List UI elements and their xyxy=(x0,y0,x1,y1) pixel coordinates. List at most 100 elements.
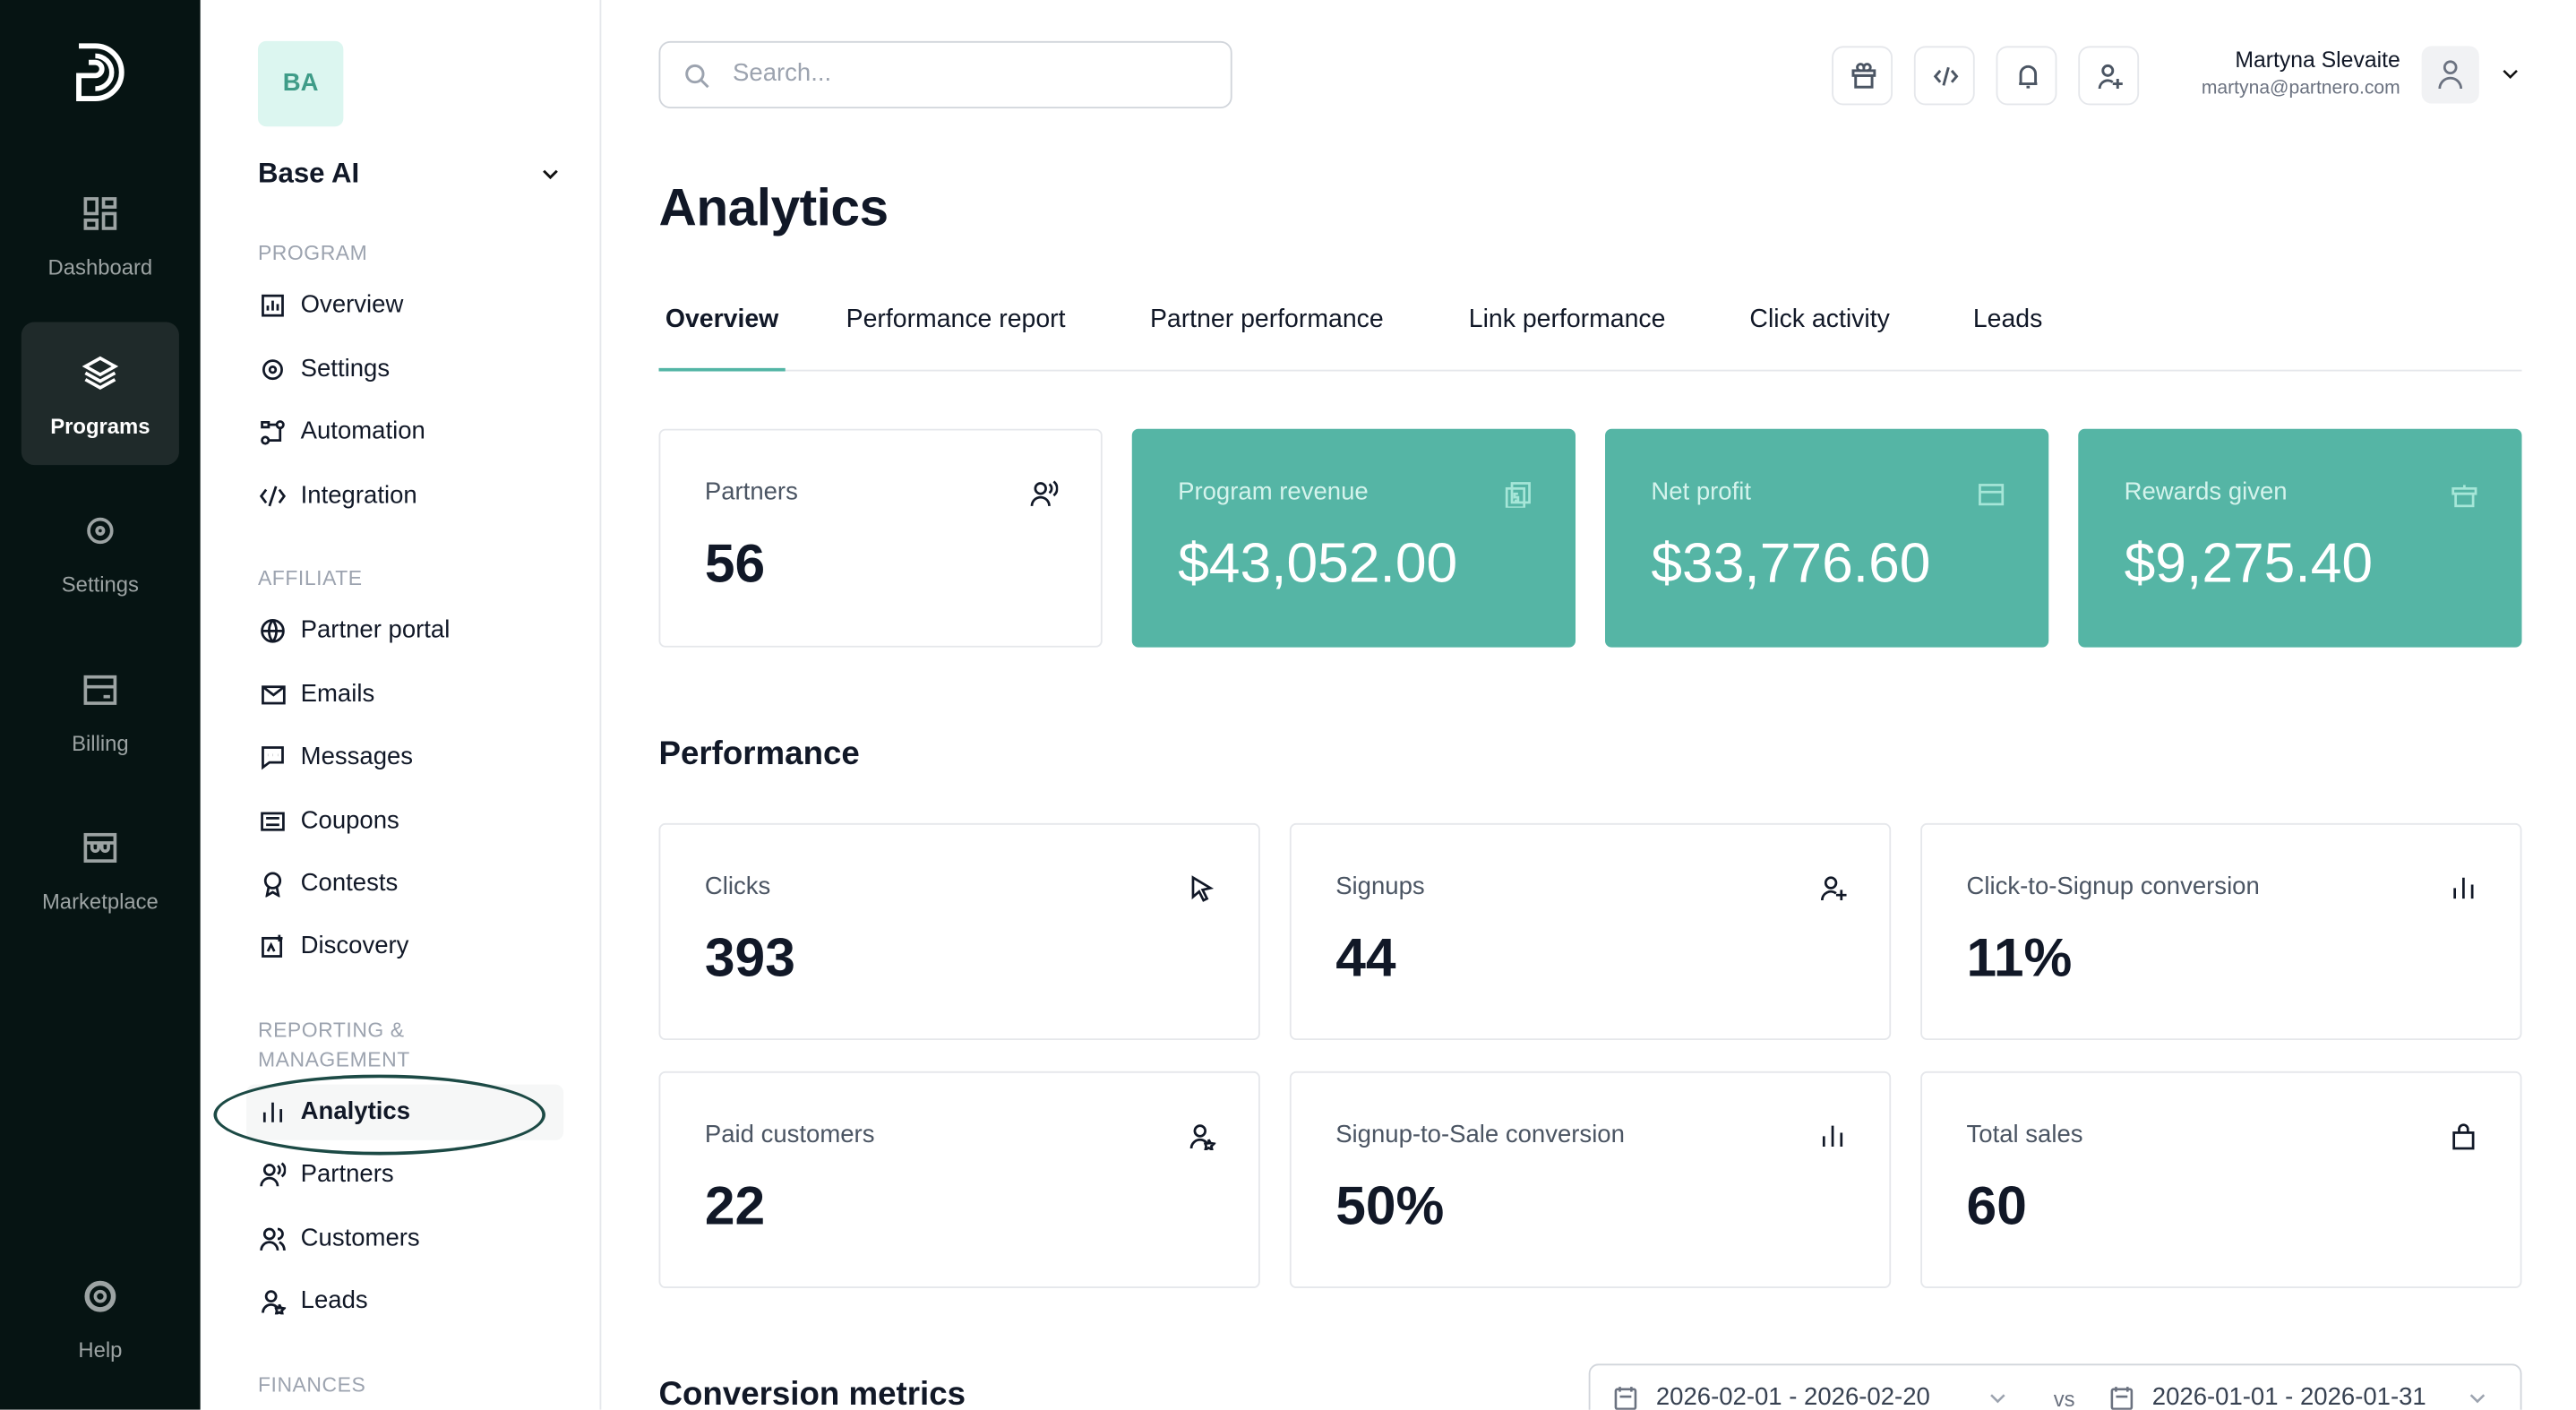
chevron-down-icon[interactable] xyxy=(2468,1390,2487,1406)
card-value: 60 xyxy=(1966,1174,2027,1236)
sidebar-item-contests[interactable]: Contests xyxy=(246,856,563,912)
user-name: Martyna Slevaite xyxy=(2235,47,2400,73)
sidebar-item-coupons[interactable]: Coupons xyxy=(246,794,563,849)
user-menu-chevron-icon[interactable] xyxy=(2501,65,2520,82)
bar-chart-icon xyxy=(2453,877,2474,899)
user-plus-icon xyxy=(2098,64,2123,90)
card-label: Program revenue xyxy=(1178,477,1369,506)
user-star-icon xyxy=(1189,1124,1216,1150)
chevron-down-icon[interactable] xyxy=(540,166,560,182)
gift-button[interactable] xyxy=(1832,46,1893,106)
search-input[interactable] xyxy=(733,59,1193,88)
tab-overview[interactable]: Overview xyxy=(658,305,786,372)
calendar-icon xyxy=(1614,1387,1637,1410)
money-icon xyxy=(1505,482,1531,508)
card-label: Paid customers xyxy=(704,1120,875,1149)
sidebar-item-customers[interactable]: Customers xyxy=(246,1211,563,1267)
section-finances: FINANCES xyxy=(257,1373,366,1397)
sidebar-item-discovery[interactable]: Discovery xyxy=(246,918,563,974)
analytics-tabs: Overview Performance report Partner perfor… xyxy=(658,305,2522,372)
date-range-picker[interactable]: 2026-02-01 - 2026-02-20 vs 2026-01-01 - … xyxy=(1588,1363,2522,1410)
metric-card-total-sales: Total sales 60 xyxy=(1920,1070,2522,1289)
leads-icon xyxy=(262,1290,287,1315)
automation-icon xyxy=(261,420,285,445)
sidebar-item-emails[interactable]: Emails xyxy=(246,667,563,723)
card-value: 11% xyxy=(1966,926,2073,988)
summary-card-partners: Partners 56 xyxy=(658,428,1103,648)
card-value: 393 xyxy=(704,926,795,988)
rail-settings[interactable]: Settings xyxy=(21,480,179,623)
metric-card-clicks: Clicks 393 xyxy=(658,822,1260,1041)
app-rail: Dashboard Programs Settings Billing Mark… xyxy=(0,0,201,1410)
contests-icon xyxy=(263,872,282,898)
section-affiliate: AFFILIATE xyxy=(257,566,363,590)
partners-icon xyxy=(1030,480,1059,506)
annotation-ellipse xyxy=(213,1074,545,1156)
rail-programs[interactable]: Programs xyxy=(21,322,179,466)
conversion-metrics-heading: Conversion metrics xyxy=(658,1377,966,1410)
date-range-compare[interactable]: 2026-01-01 - 2026-01-31 xyxy=(2151,1383,2426,1410)
program-sidebar: BA Base AI PROGRAM Overview Settings Automa… xyxy=(200,0,602,1410)
sidebar-item-automation[interactable]: Automation xyxy=(246,404,563,460)
partner-portal-icon xyxy=(261,619,285,643)
cursor-icon xyxy=(1191,875,1215,902)
sidebar-item-messages[interactable]: Messages xyxy=(246,729,563,785)
partners-icon xyxy=(260,1162,287,1187)
tab-click-activity[interactable]: Click activity xyxy=(1749,305,1890,334)
user-avatar[interactable] xyxy=(2421,46,2479,104)
emails-icon xyxy=(262,685,286,705)
card-label: Rewards given xyxy=(2124,477,2288,506)
tab-link-performance[interactable]: Link performance xyxy=(1468,305,1666,334)
credit-card-icon xyxy=(83,675,117,705)
wallet-icon xyxy=(1979,484,2005,506)
overview-icon xyxy=(262,294,284,317)
rail-help[interactable]: Help xyxy=(21,1245,179,1389)
rail-billing[interactable]: Billing xyxy=(21,640,179,783)
card-value: 22 xyxy=(704,1174,766,1236)
card-label: Signup-to-Sale conversion xyxy=(1335,1120,1625,1149)
card-value: $43,052.00 xyxy=(1178,532,1458,595)
notifications-button[interactable] xyxy=(1996,46,2057,106)
bar-chart-icon xyxy=(1822,1125,1843,1148)
program-avatar: BA xyxy=(257,40,344,127)
search-box[interactable] xyxy=(658,40,1232,109)
rail-dashboard[interactable]: Dashboard xyxy=(21,163,179,306)
card-label: Net profit xyxy=(1651,477,1751,506)
tab-performance-report[interactable]: Performance report xyxy=(846,305,1066,334)
vs-label: vs xyxy=(2053,1387,2075,1410)
shopping-bag-icon xyxy=(2452,1123,2475,1150)
tab-partner-performance[interactable]: Partner performance xyxy=(1149,305,1384,334)
card-value: 56 xyxy=(704,532,766,594)
code-button[interactable] xyxy=(1913,46,1975,106)
invite-user-button[interactable] xyxy=(2078,46,2140,106)
bell-icon xyxy=(2019,64,2038,89)
sidebar-item-overview[interactable]: Overview xyxy=(246,278,563,333)
layers-icon xyxy=(82,356,119,390)
sidebar-item-leads[interactable]: Leads xyxy=(246,1274,563,1329)
summary-card-rewards-given: Rewards given $9,275.40 xyxy=(2078,428,2522,648)
gift-icon xyxy=(2451,485,2477,508)
summary-card-net-profit: Net profit $33,776.60 xyxy=(1605,428,2049,648)
coupons-icon xyxy=(261,812,285,831)
sidebar-item-partner-portal[interactable]: Partner portal xyxy=(246,603,563,658)
tab-leads[interactable]: Leads xyxy=(1972,305,2043,334)
rail-marketplace[interactable]: Marketplace xyxy=(21,797,179,941)
sidebar-item-settings[interactable]: Settings xyxy=(246,342,563,398)
dashboard-icon xyxy=(83,197,117,230)
help-lifebuoy-icon xyxy=(84,1280,116,1312)
sidebar-item-partners[interactable]: Partners xyxy=(246,1147,563,1202)
integration-icon xyxy=(259,486,287,507)
user-icon xyxy=(2438,60,2463,90)
logo-icon[interactable] xyxy=(75,43,125,106)
store-icon xyxy=(83,832,117,863)
card-label: Total sales xyxy=(1966,1120,2083,1149)
user-email: martyna@partnero.com xyxy=(2201,79,2400,99)
performance-heading: Performance xyxy=(658,735,860,773)
card-value: 44 xyxy=(1335,926,1396,988)
chevron-down-icon[interactable] xyxy=(1988,1390,2007,1406)
sidebar-item-integration[interactable]: Integration xyxy=(246,469,563,524)
date-range-primary[interactable]: 2026-02-01 - 2026-02-20 xyxy=(1655,1383,1930,1410)
card-value: 50% xyxy=(1335,1174,1445,1236)
gift-icon xyxy=(1851,63,1876,89)
program-switcher[interactable]: Base AI xyxy=(257,158,360,189)
